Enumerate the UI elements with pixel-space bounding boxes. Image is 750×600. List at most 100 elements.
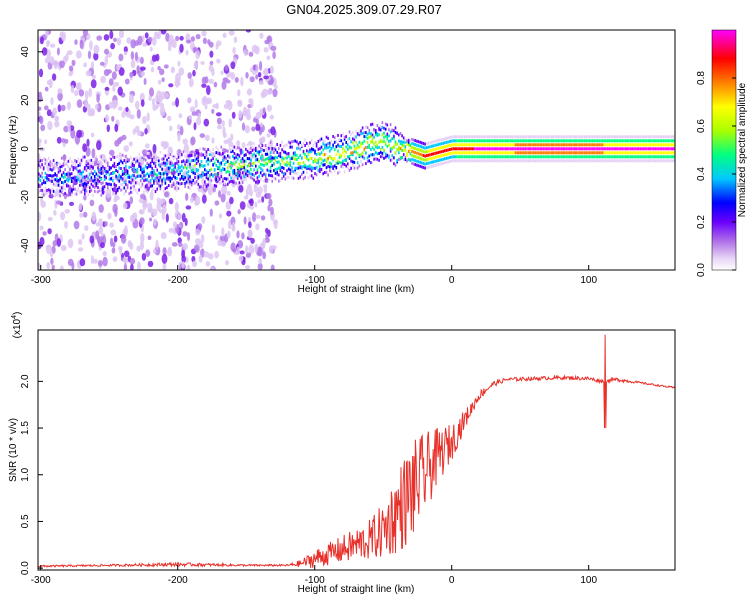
ridge-cell <box>143 170 145 174</box>
ridge-cell <box>572 155 574 159</box>
ridge-cell <box>271 158 273 162</box>
ridge-cell <box>444 157 446 161</box>
ridge-cell <box>370 153 372 157</box>
ridge-cell <box>329 161 331 165</box>
ridge-cell <box>131 161 134 165</box>
ridge-cell <box>181 160 183 164</box>
ridge-cell <box>105 170 107 174</box>
ridge-cell <box>531 151 533 155</box>
ridge-cell <box>292 161 295 165</box>
ridge-cell <box>258 144 260 148</box>
ridge-cell <box>449 160 451 163</box>
ridge-cell <box>565 135 568 139</box>
ridge-cell <box>251 177 254 181</box>
ridge-cell <box>325 160 328 164</box>
ridge-cell <box>430 164 433 168</box>
noise-blob <box>208 253 214 260</box>
ridge-cell <box>95 172 98 176</box>
ridge-cell <box>189 180 191 184</box>
ridge-cell <box>611 151 614 155</box>
ridge-cell <box>342 132 344 136</box>
ridge-cell <box>546 143 548 147</box>
x-tick-label: -200 <box>168 575 188 586</box>
ridge-cell <box>480 135 482 139</box>
noise-blob <box>255 118 259 126</box>
ridge-cell <box>189 175 191 179</box>
ridge-cell <box>411 145 413 149</box>
ridge-cell <box>95 190 98 194</box>
ridge-cell <box>340 164 343 168</box>
ridge-cell <box>329 155 331 159</box>
ridge-cell <box>264 152 267 156</box>
noise-blob <box>112 241 116 248</box>
noise-blob <box>178 242 183 247</box>
noise-blob <box>255 223 260 231</box>
ridge-cell <box>518 143 520 147</box>
x-tick-label: -300 <box>31 575 51 586</box>
ridge-cell <box>222 179 224 183</box>
ridge-cell <box>207 148 209 151</box>
ridge-cell <box>315 173 318 177</box>
noise-blob <box>268 245 274 254</box>
ridge-cell <box>562 151 564 155</box>
ridge-cell <box>121 170 124 173</box>
ridge-cell <box>460 135 463 139</box>
ridge-cell <box>407 149 410 153</box>
ridge-cell <box>135 181 137 185</box>
noise-blob <box>263 67 269 77</box>
ridge-cell <box>210 167 213 171</box>
ridge-cell <box>69 156 71 160</box>
ridge-cell <box>356 152 359 156</box>
noise-blob <box>177 237 182 244</box>
noise-blob <box>110 42 115 50</box>
noise-blob <box>266 55 271 61</box>
ridge-cell <box>486 151 489 155</box>
ridge-cell <box>439 150 441 154</box>
ridge-cell <box>243 177 246 181</box>
ridge-cell <box>373 135 375 139</box>
ridge-cell <box>398 158 400 161</box>
ridge-cell <box>79 179 81 183</box>
ridge-cell <box>518 147 520 151</box>
ridge-cell <box>345 145 347 149</box>
ridge-cell <box>70 189 73 193</box>
ridge-cell <box>39 174 42 178</box>
ridge-cell <box>149 161 152 165</box>
ridge-cell <box>378 126 380 130</box>
ridge-cell <box>115 190 117 194</box>
colorbar-gradient <box>711 29 737 271</box>
ridge-cell <box>256 170 259 174</box>
ridge-cell <box>332 135 334 138</box>
ridge-cell <box>452 139 454 143</box>
ridge-cell <box>108 156 111 160</box>
ridge-cell <box>105 176 107 180</box>
ridge-cell <box>654 135 657 139</box>
ridge-cell <box>666 139 668 143</box>
ridge-cell <box>539 151 541 155</box>
ridge-cell <box>544 151 546 155</box>
ridge-cell <box>522 139 525 143</box>
ridge-cell <box>370 123 372 127</box>
ridge-cell <box>110 183 112 187</box>
ridge-cell <box>56 173 58 177</box>
noise-blob <box>263 75 269 80</box>
ridge-cell <box>333 169 336 173</box>
ridge-cell <box>426 154 428 158</box>
ridge-cell <box>412 154 415 158</box>
noise-blob <box>212 104 218 109</box>
ridge-cell <box>258 159 260 163</box>
ridge-cell <box>302 177 305 181</box>
ridge-cell <box>588 139 591 143</box>
ridge-cell <box>578 143 581 147</box>
ridge-cell <box>534 147 536 151</box>
ridge-cell <box>476 135 479 139</box>
ridge-cell <box>628 151 630 155</box>
ridge-cell <box>38 184 40 188</box>
ridge-cell <box>587 155 589 159</box>
ridge-cell <box>595 139 597 143</box>
ridge-cell <box>619 135 622 139</box>
ridge-cell <box>182 159 185 163</box>
ridge-cell <box>176 181 178 184</box>
ridge-cell <box>197 152 200 156</box>
ridge-cell <box>647 151 650 155</box>
